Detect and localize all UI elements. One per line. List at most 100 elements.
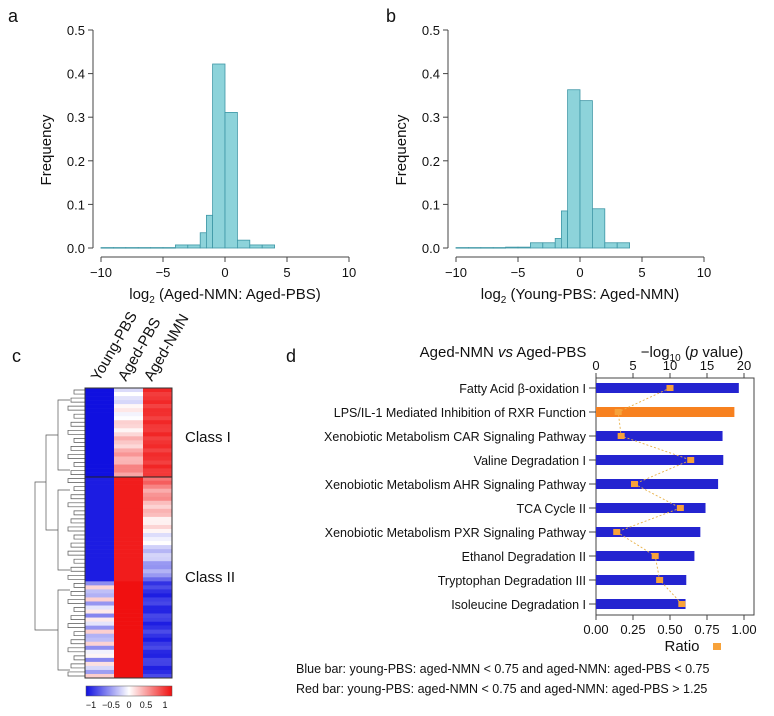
heatmap-cell <box>143 569 172 574</box>
heatmap-cell <box>143 541 172 546</box>
heatmap-cell <box>85 416 114 421</box>
histogram-bar <box>530 242 544 249</box>
ratio-marker <box>617 433 625 439</box>
heatmap-cell <box>143 516 172 522</box>
heatmap-cell <box>143 488 172 494</box>
panel-label-a: a <box>8 6 19 26</box>
ratio-marker <box>651 553 659 559</box>
heatmap-cell <box>85 601 114 606</box>
pathway-label: TCA Cycle II <box>517 502 586 516</box>
heatmap-cell <box>114 480 143 485</box>
heatmap-cell <box>85 553 114 558</box>
heatmap-cell <box>114 456 143 461</box>
colorbar <box>85 685 173 697</box>
heatmap-cell <box>114 605 143 610</box>
dendrogram-link <box>73 534 85 540</box>
heatmap-cell <box>114 408 143 413</box>
dendrogram-link <box>73 582 85 588</box>
pathway-label: Fatty Acid β-oxidation I <box>459 382 586 396</box>
y-tick-label: 0.0 <box>422 241 440 256</box>
heatmap-cell <box>114 597 143 602</box>
dendrogram-link <box>70 639 85 645</box>
heatmap-cell <box>114 412 143 417</box>
y-tick-label: 0.4 <box>422 67 440 82</box>
y-axis-a: 0.0 0.1 0.2 0.3 0.4 0.5 <box>67 23 94 256</box>
ratio-legend-label: Ratio <box>664 638 699 655</box>
heatmap-cell <box>143 661 172 667</box>
heatmap-cell <box>85 545 114 550</box>
top-axis-tick-label: 0 <box>592 358 599 373</box>
heatmap-cell <box>114 520 143 526</box>
heatmap-cell <box>85 625 114 630</box>
top-axis-tick-label: 5 <box>629 358 636 373</box>
pathway-labels: Fatty Acid β-oxidation I LPS/IL-1 Mediate… <box>324 382 596 612</box>
x-tick-label: 10 <box>342 265 356 280</box>
heatmap-cell <box>85 520 114 526</box>
heatmap-cell <box>85 480 114 485</box>
heatmap-cell <box>143 581 172 586</box>
heatmap-cell <box>85 436 114 441</box>
heatmap-cell <box>143 524 172 530</box>
heatmap-cell <box>143 456 172 461</box>
heatmap-cell <box>143 593 172 598</box>
dendrogram-link <box>70 615 85 620</box>
dendrogram-link <box>73 558 85 564</box>
y-tick-label: 0.2 <box>67 154 85 169</box>
heatmap-cell <box>114 649 143 655</box>
heatmap-cell <box>85 448 114 453</box>
heatmap-cell <box>85 396 114 401</box>
x-tick-label: −5 <box>156 265 171 280</box>
heatmap-cell <box>85 605 114 610</box>
x-axis-label-a: log2 (Aged-NMN: Aged-PBS) <box>129 286 321 306</box>
heatmap-cell <box>143 444 172 449</box>
histogram-bar <box>567 89 581 249</box>
heatmap-cell <box>85 488 114 494</box>
pathway-label: Xenobiotic Metabolism CAR Signaling Path… <box>324 430 587 444</box>
top-axis-tick-label: 10 <box>663 358 677 373</box>
heatmap-cell <box>85 609 114 614</box>
heatmap-cell <box>114 545 143 550</box>
heatmap-cell <box>114 488 143 494</box>
bottom-axis-tick-label: 0.00 <box>583 622 608 637</box>
x-axis-a: −10 −5 0 5 10 <box>90 256 356 280</box>
heatmap-frame <box>84 387 173 679</box>
pathway-label: LPS/IL-1 Mediated Inhibition of RXR Func… <box>334 406 586 420</box>
histogram-bar <box>542 242 556 249</box>
pathway-bar <box>596 527 701 537</box>
colorbar-label: −0.5 <box>102 700 120 710</box>
heatmap-cell <box>114 581 143 586</box>
heatmap-cell <box>114 476 143 481</box>
heatmap-cell <box>143 585 172 590</box>
heatmap-cell <box>143 573 172 578</box>
heatmap-cell <box>114 396 143 401</box>
histogram-bar <box>113 247 127 249</box>
heatmap-cell <box>143 392 172 397</box>
heatmap-cell <box>85 412 114 417</box>
dendrogram-link <box>73 631 85 637</box>
heatmap-cell <box>143 605 172 610</box>
top-axis-tick-label: 20 <box>737 358 751 373</box>
heatmap-cell <box>143 625 172 630</box>
pathway-bar <box>596 599 686 609</box>
heatmap-cell <box>143 565 172 570</box>
heatmap-cell <box>85 424 114 429</box>
heatmap-cell <box>114 661 143 667</box>
heatmap-cell <box>143 396 172 401</box>
y-tick-label: 0.1 <box>422 197 440 212</box>
heatmap-cell <box>114 657 143 663</box>
heatmap-cell <box>143 621 172 626</box>
dendrogram-link <box>67 526 85 532</box>
heatmap-cell <box>85 444 114 449</box>
dendrogram-link <box>73 510 85 516</box>
top-axis: 0 5 10 15 20 <box>592 358 751 378</box>
pathway-bar <box>596 407 735 417</box>
pathway-bar <box>596 503 706 513</box>
heatmap-cell <box>85 633 114 639</box>
heatmap-cell <box>143 436 172 441</box>
heatmap-cell <box>114 549 143 554</box>
dendrogram-link <box>70 591 85 596</box>
bottom-axis-tick-label: 1.00 <box>731 622 756 637</box>
row-dendrogram <box>34 389 85 677</box>
heatmap-cell <box>143 589 172 594</box>
heatmap-cell <box>143 601 172 606</box>
